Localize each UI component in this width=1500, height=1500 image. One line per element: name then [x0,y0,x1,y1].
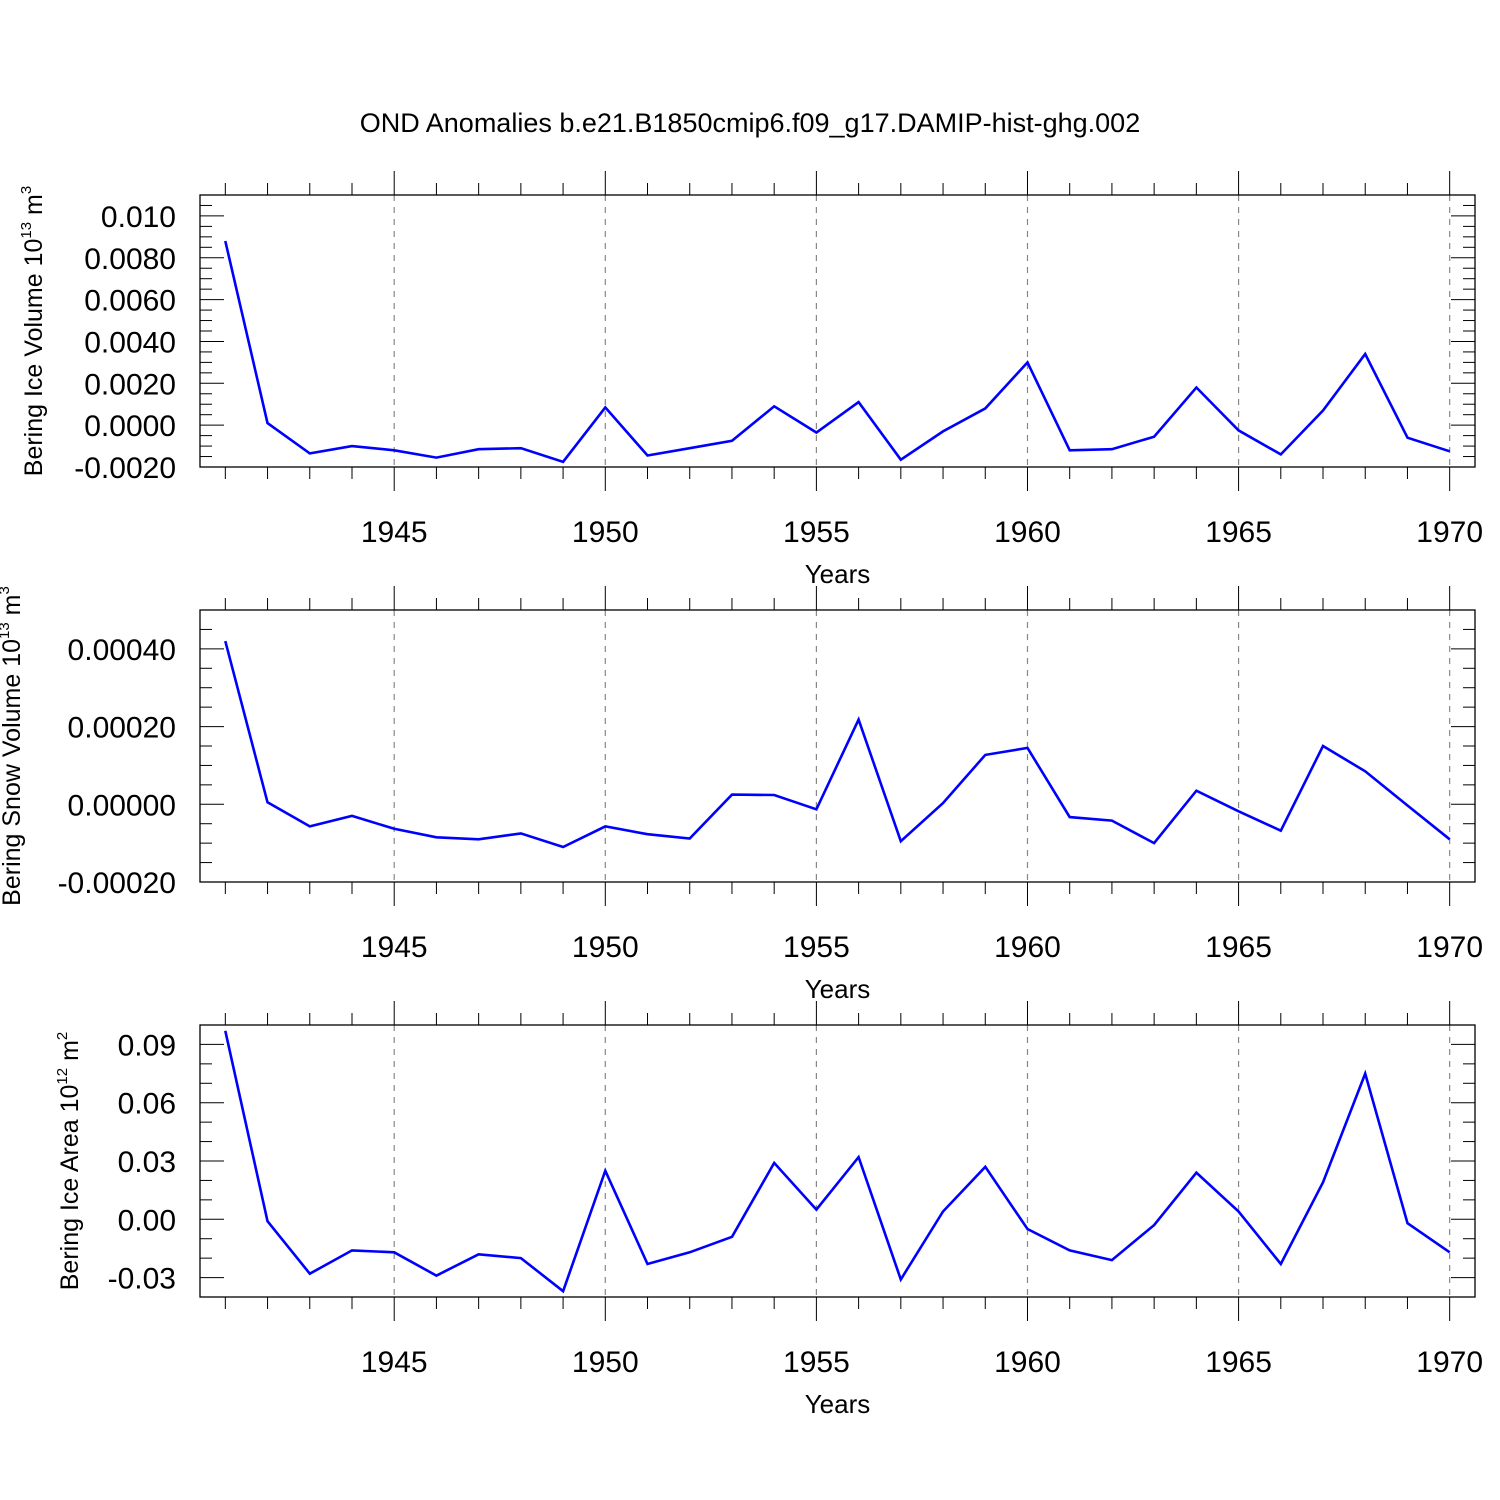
y-tick-label: 0.00000 [68,789,176,822]
y-tick-label: 0.09 [118,1029,176,1062]
panels-group: -0.0020 0.0000 0.0020 0.0040 0.0060 0.0080 0.0… [0,171,1483,1419]
x-tick-label: 1945 [361,1346,428,1379]
x-tick-label: 1970 [1416,931,1483,964]
y-tick-label: -0.00020 [58,867,176,900]
x-tick-label: 1960 [994,931,1061,964]
y-tick-label: 0.00020 [68,712,176,745]
x-tick-label: 1960 [994,516,1061,549]
x-axis-title: Years [805,1389,871,1419]
x-tick-label: 1950 [572,516,639,549]
y-axis-title: Bering Ice Volume 1013 m3 [18,186,48,476]
y-axis-title-text: Bering Snow Volume 10 [0,639,26,906]
x-tick-label: 1970 [1416,516,1483,549]
x-tick-label: 1945 [361,931,428,964]
chart-panel-3: -0.03 0.00 0.03 0.06 0.09 1945 1950 1955 1960 196… [54,1001,1483,1419]
x-tick-label: 1955 [783,516,850,549]
y-tick-label: 0.03 [118,1146,176,1179]
x-tick-label: 1950 [572,931,639,964]
y-axis-title-unit: m [20,194,48,222]
y-axis-title-text: Bering Ice Area 10 [56,1085,84,1291]
x-tick-label: 1955 [783,931,850,964]
chart-panel-2: -0.00020 0.00000 0.00020 0.00040 1945 1950 195… [0,586,1483,1004]
y-tick-label: 0.0080 [84,243,176,276]
y-tick-label: 0.0020 [84,368,176,401]
y-tick-label: 0.010 [101,201,176,234]
chart-panel-1: -0.0020 0.0000 0.0020 0.0040 0.0060 0.0080 0.0… [18,171,1483,589]
y-tick-label: -0.0020 [74,452,176,485]
x-tick-label: 1945 [361,516,428,549]
x-tick-label: 1970 [1416,1346,1483,1379]
y-axis-title-exponent: 13 [18,222,35,239]
y-axis-title-unit: m [0,595,26,623]
y-tick-label: -0.03 [108,1263,176,1296]
x-axis-title: Years [805,559,871,589]
figure-title: OND Anomalies b.e21.B1850cmip6.f09_g17.D… [360,108,1140,138]
x-tick-label: 1955 [783,1346,850,1379]
series-line-1 [224,240,1451,464]
x-tick-label: 1965 [1205,1346,1272,1379]
y-axis-title-text: Bering Ice Volume 10 [20,239,48,477]
y-axis-title: Bering Snow Volume 1013 m3 [0,586,26,906]
x-axis-title: Years [805,974,871,1004]
series-line-1 [224,640,1451,849]
y-tick-label: 0.0000 [84,410,176,443]
series-line-1 [224,1030,1451,1294]
y-axis-title-unit-exponent: 3 [18,186,35,194]
plot-frame [199,609,1476,883]
x-tick-label: 1965 [1205,931,1272,964]
y-tick-label: 0.0060 [84,285,176,318]
y-tick-label: 0.00040 [68,634,176,667]
plot-frame [199,1024,1476,1298]
y-axis-title-unit-exponent: 2 [54,1032,71,1040]
y-axis-title-exponent: 13 [0,622,13,639]
y-tick-label: 0.00 [118,1204,176,1237]
y-axis-title-exponent: 12 [54,1068,71,1085]
y-axis-title-unit: m [56,1040,84,1068]
x-tick-label: 1965 [1205,516,1272,549]
x-tick-label: 1950 [572,1346,639,1379]
y-tick-label: 0.06 [118,1088,176,1121]
y-axis-title: Bering Ice Area 1012 m2 [54,1032,84,1291]
x-tick-label: 1960 [994,1346,1061,1379]
y-axis-title-unit-exponent: 3 [0,586,13,594]
y-tick-label: 0.0040 [84,326,176,359]
plot-frame [199,194,1476,468]
